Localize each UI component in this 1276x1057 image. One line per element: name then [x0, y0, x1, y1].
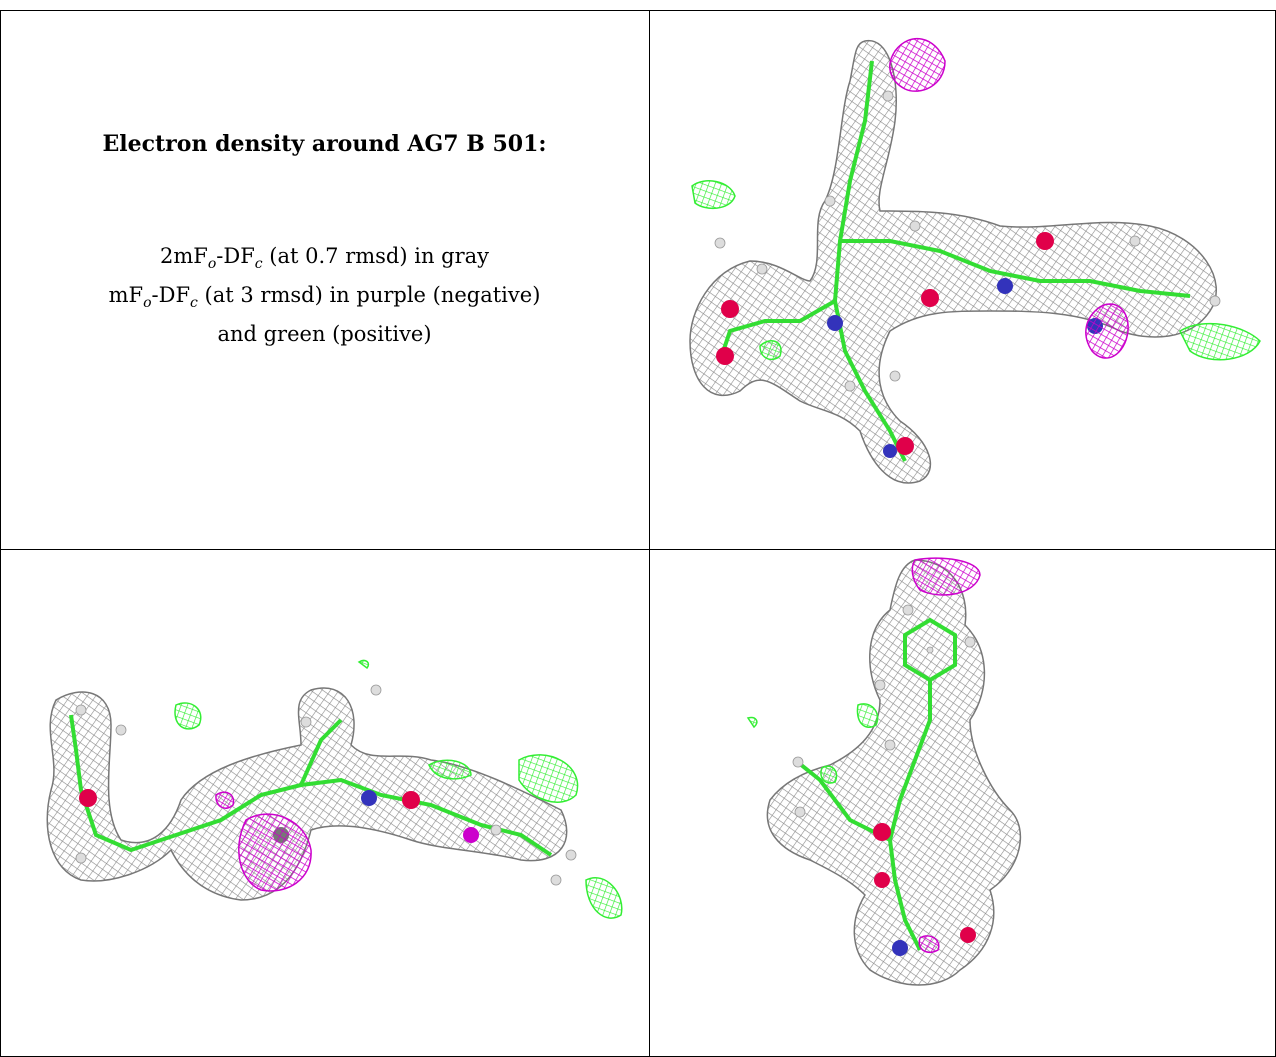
legend-line-2fofc: 2mFo-DFc (at 0.7 rmsd) in gray: [159, 244, 490, 273]
density-image-3: [746, 557, 1022, 986]
density-image-1: [689, 37, 1261, 484]
table-border-top: [0, 10, 1276, 11]
density-view-bottom-right: [650, 550, 1275, 1056]
table-border-middle: [0, 549, 1276, 550]
density-view-top-right: [650, 11, 1275, 549]
legend-line-fofc: mFo-DFc (at 3 rmsd) in purple (negative): [108, 283, 541, 312]
caption-legend: 2mFo-DFc (at 0.7 rmsd) in gray mFo-DFc (…: [0, 241, 649, 350]
density-view-bottom-left: [1, 550, 649, 1056]
density-image-2: [46, 659, 623, 919]
table-border-left: [0, 10, 1, 1057]
caption-title: Electron density around AG7 B 501:: [102, 131, 547, 157]
table-border-center: [649, 10, 650, 1057]
legend-line-colors: and green (positive): [217, 322, 432, 347]
